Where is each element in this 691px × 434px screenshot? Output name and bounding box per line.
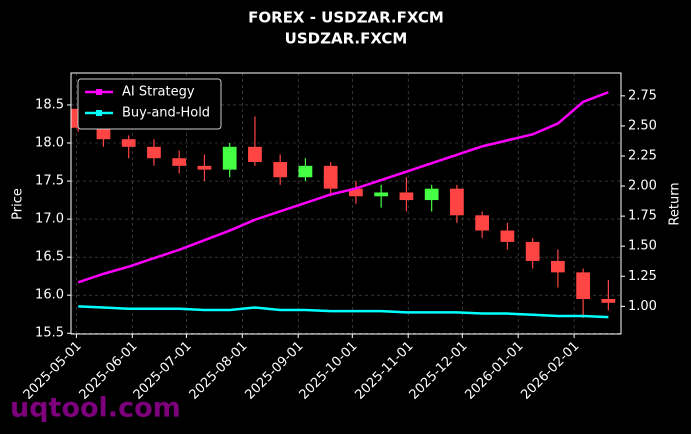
watermark: uqtool.com bbox=[10, 393, 181, 424]
y2-tick-label: 2.25 bbox=[628, 148, 657, 163]
candle-body bbox=[147, 146, 161, 159]
x-tick-label: 2026-01-01 bbox=[462, 339, 526, 403]
x-tick-label: 2025-12-01 bbox=[407, 339, 471, 403]
y2-axis-label: Return bbox=[668, 182, 683, 225]
y2-tick-label: 1.75 bbox=[628, 209, 657, 224]
legend-marker bbox=[96, 110, 102, 116]
y-tick-label: 16.0 bbox=[35, 288, 64, 303]
candle-body bbox=[298, 165, 313, 178]
y-tick-label: 18.0 bbox=[35, 136, 64, 151]
candle-body bbox=[601, 298, 616, 303]
legend-box bbox=[77, 78, 222, 130]
candle-body bbox=[121, 139, 136, 147]
candle-body bbox=[273, 162, 288, 178]
candle-body bbox=[248, 146, 262, 163]
candle-body bbox=[349, 188, 363, 197]
y-tick-label: 17.5 bbox=[35, 174, 64, 189]
y-tick-label: 17.0 bbox=[35, 212, 64, 227]
series-line bbox=[77, 91, 609, 284]
chart-subtitle: USDZAR.FXCM bbox=[285, 30, 408, 48]
x-tick-label: 2026-02-01 bbox=[518, 339, 582, 403]
candle-body bbox=[450, 188, 464, 216]
candle-body bbox=[500, 230, 515, 242]
candle-body bbox=[525, 241, 540, 261]
legend-marker bbox=[96, 89, 102, 95]
candle-body bbox=[96, 127, 111, 140]
y-tick-label: 15.5 bbox=[35, 326, 64, 341]
y2-tick-label: 1.00 bbox=[628, 299, 657, 314]
y2-tick-label: 2.50 bbox=[628, 118, 657, 133]
candle-body bbox=[323, 165, 338, 189]
candle-body bbox=[475, 215, 490, 231]
x-tick-label: 2025-10-01 bbox=[297, 339, 361, 403]
candle-body bbox=[172, 158, 187, 166]
candle-body bbox=[424, 188, 439, 201]
y-tick-label: 16.5 bbox=[35, 250, 64, 265]
y2-tick-label: 1.50 bbox=[628, 239, 657, 254]
plot-frame bbox=[70, 72, 622, 335]
candle-body bbox=[197, 165, 212, 170]
candle-body bbox=[399, 192, 414, 201]
candle-body bbox=[374, 192, 389, 197]
candle-body bbox=[576, 272, 591, 299]
candle-body bbox=[222, 146, 237, 170]
candle-body bbox=[551, 260, 565, 273]
legend-label: AI Strategy bbox=[122, 85, 195, 100]
series-line bbox=[78, 305, 609, 319]
y-axis-label: Price bbox=[11, 188, 26, 220]
legend-label: Buy-and-Hold bbox=[122, 106, 210, 121]
x-tick-label: 2025-08-01 bbox=[187, 339, 251, 403]
y-tick-label: 18.5 bbox=[35, 97, 64, 112]
y2-tick-label: 2.75 bbox=[628, 88, 657, 103]
chart-title: FOREX - USDZAR.FXCM bbox=[248, 9, 444, 27]
y2-tick-label: 2.00 bbox=[628, 179, 657, 194]
y2-tick-label: 1.25 bbox=[628, 269, 657, 284]
